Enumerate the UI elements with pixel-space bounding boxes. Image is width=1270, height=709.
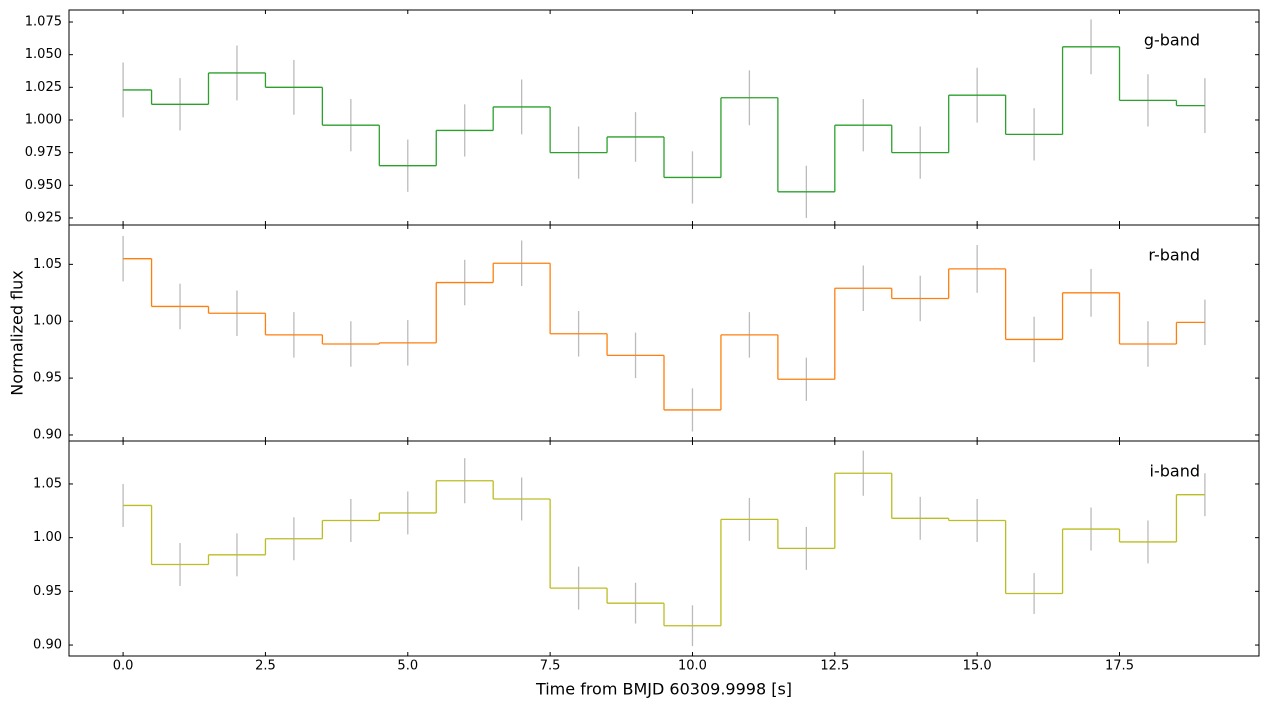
band-label: g-band bbox=[1144, 31, 1200, 50]
y-tick-label: 0.925 bbox=[25, 210, 62, 225]
y-tick-label: 0.950 bbox=[25, 178, 62, 193]
x-tick-label: 5.0 bbox=[397, 659, 418, 674]
y-tick-label: 1.05 bbox=[33, 476, 62, 491]
x-tick-label: 7.5 bbox=[540, 659, 561, 674]
x-tick-label: 15.0 bbox=[963, 659, 992, 674]
y-tick-label: 0.975 bbox=[25, 145, 62, 160]
band-label: r-band bbox=[1148, 246, 1200, 265]
y-tick-label: 0.90 bbox=[33, 638, 62, 653]
band-label: i-band bbox=[1150, 462, 1200, 481]
axes-frame bbox=[68, 9, 1260, 226]
axes-frame bbox=[68, 440, 1260, 657]
y-tick-label: 0.90 bbox=[33, 427, 62, 442]
x-tick-label: 10.0 bbox=[678, 659, 707, 674]
x-axis-label: Time from BMJD 60309.9998 [s] bbox=[535, 680, 792, 699]
y-tick-label: 1.00 bbox=[33, 530, 62, 545]
y-tick-label: 1.05 bbox=[33, 257, 62, 272]
y-tick-label: 1.000 bbox=[25, 112, 62, 127]
y-tick-label: 0.95 bbox=[33, 584, 62, 599]
x-tick-label: 12.5 bbox=[820, 659, 849, 674]
y-tick-label: 1.00 bbox=[33, 314, 62, 329]
x-tick-label: 2.5 bbox=[255, 659, 276, 674]
x-tick-label: 0.0 bbox=[113, 659, 134, 674]
y-tick-label: 1.050 bbox=[25, 47, 62, 62]
y-tick-label: 1.075 bbox=[25, 15, 62, 30]
y-tick-label: 1.025 bbox=[25, 80, 62, 95]
y-tick-label: 0.95 bbox=[33, 371, 62, 386]
y-axis-label: Normalized flux bbox=[8, 270, 27, 396]
x-tick-label: 17.5 bbox=[1105, 659, 1134, 674]
